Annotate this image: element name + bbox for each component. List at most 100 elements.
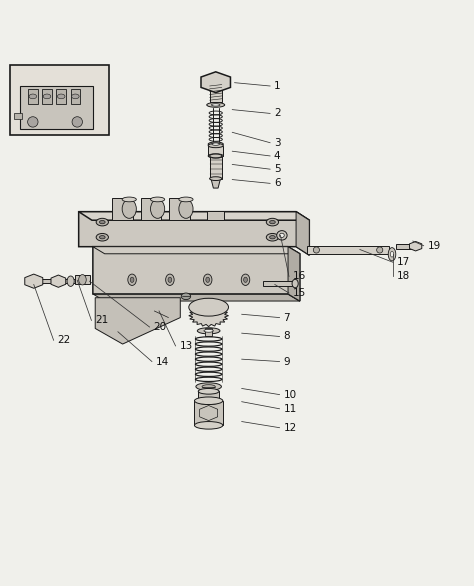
Ellipse shape	[29, 94, 36, 99]
Ellipse shape	[391, 251, 394, 257]
Bar	[205, 328, 212, 336]
Ellipse shape	[96, 233, 109, 241]
Text: 10: 10	[283, 390, 296, 400]
Bar	[28, 89, 37, 104]
Text: 19: 19	[428, 241, 441, 251]
Polygon shape	[201, 72, 230, 93]
Bar	[207, 211, 224, 220]
Text: 22: 22	[57, 335, 71, 345]
Bar	[141, 197, 161, 220]
Text: 4: 4	[274, 151, 281, 161]
Ellipse shape	[377, 247, 383, 253]
Ellipse shape	[179, 199, 193, 219]
Text: 1: 1	[274, 81, 281, 91]
Bar	[30, 279, 77, 283]
Ellipse shape	[313, 247, 319, 253]
Ellipse shape	[128, 274, 137, 285]
Ellipse shape	[277, 231, 287, 240]
Text: 5: 5	[274, 164, 281, 174]
Text: 18: 18	[397, 271, 410, 281]
Ellipse shape	[181, 293, 191, 299]
Ellipse shape	[266, 233, 279, 241]
Text: 15: 15	[293, 288, 306, 298]
Ellipse shape	[27, 117, 38, 127]
Bar	[42, 89, 52, 104]
Bar	[205, 298, 212, 308]
Bar	[210, 81, 222, 101]
Ellipse shape	[196, 383, 221, 390]
Ellipse shape	[130, 277, 134, 282]
Text: 3: 3	[274, 138, 281, 148]
Ellipse shape	[100, 220, 105, 224]
Bar	[112, 197, 133, 220]
Polygon shape	[296, 212, 310, 255]
Ellipse shape	[197, 328, 220, 334]
Text: 20: 20	[154, 322, 166, 332]
Ellipse shape	[208, 144, 223, 148]
Bar	[263, 281, 295, 286]
Polygon shape	[95, 298, 180, 344]
Polygon shape	[51, 275, 66, 287]
Ellipse shape	[198, 399, 219, 404]
Text: 2: 2	[274, 108, 281, 118]
Polygon shape	[410, 241, 422, 251]
Ellipse shape	[208, 154, 223, 158]
Bar	[71, 89, 80, 104]
Ellipse shape	[165, 274, 174, 285]
Polygon shape	[93, 294, 300, 301]
Ellipse shape	[57, 94, 65, 99]
Text: 7: 7	[283, 312, 290, 322]
Text: 9: 9	[283, 356, 290, 366]
Polygon shape	[79, 212, 310, 255]
Ellipse shape	[292, 280, 298, 288]
Ellipse shape	[207, 103, 225, 107]
Ellipse shape	[206, 277, 210, 282]
Ellipse shape	[210, 177, 222, 180]
Ellipse shape	[203, 274, 212, 285]
Ellipse shape	[270, 220, 275, 224]
Ellipse shape	[280, 233, 284, 237]
Bar	[10, 64, 109, 135]
Bar	[19, 86, 93, 128]
Ellipse shape	[72, 117, 82, 127]
Text: 13: 13	[179, 341, 192, 351]
Text: 6: 6	[274, 178, 281, 188]
Polygon shape	[211, 179, 220, 188]
Ellipse shape	[168, 277, 172, 282]
Ellipse shape	[79, 275, 86, 285]
Ellipse shape	[244, 277, 247, 282]
Ellipse shape	[96, 219, 109, 226]
Polygon shape	[288, 247, 300, 301]
Ellipse shape	[204, 329, 213, 332]
Bar	[169, 197, 190, 220]
Ellipse shape	[122, 199, 137, 219]
Bar	[56, 89, 66, 104]
Polygon shape	[25, 274, 43, 288]
Ellipse shape	[198, 389, 219, 394]
Polygon shape	[93, 247, 300, 301]
Ellipse shape	[388, 248, 396, 261]
Ellipse shape	[151, 197, 164, 202]
Ellipse shape	[72, 94, 79, 99]
Polygon shape	[307, 246, 389, 254]
Ellipse shape	[212, 143, 219, 145]
Text: 21: 21	[95, 315, 109, 325]
Ellipse shape	[100, 236, 105, 239]
Bar	[198, 391, 219, 401]
Ellipse shape	[189, 298, 228, 316]
Ellipse shape	[122, 197, 137, 202]
Ellipse shape	[270, 236, 275, 239]
Text: 11: 11	[283, 404, 297, 414]
Ellipse shape	[208, 142, 223, 146]
Ellipse shape	[179, 197, 193, 202]
Bar	[396, 244, 413, 248]
Polygon shape	[189, 305, 228, 326]
Ellipse shape	[241, 274, 250, 285]
Text: 16: 16	[293, 271, 306, 281]
Ellipse shape	[194, 397, 223, 404]
Ellipse shape	[151, 199, 164, 219]
Ellipse shape	[67, 276, 74, 287]
Ellipse shape	[194, 421, 223, 429]
Text: 17: 17	[397, 257, 410, 267]
Bar	[208, 145, 223, 156]
